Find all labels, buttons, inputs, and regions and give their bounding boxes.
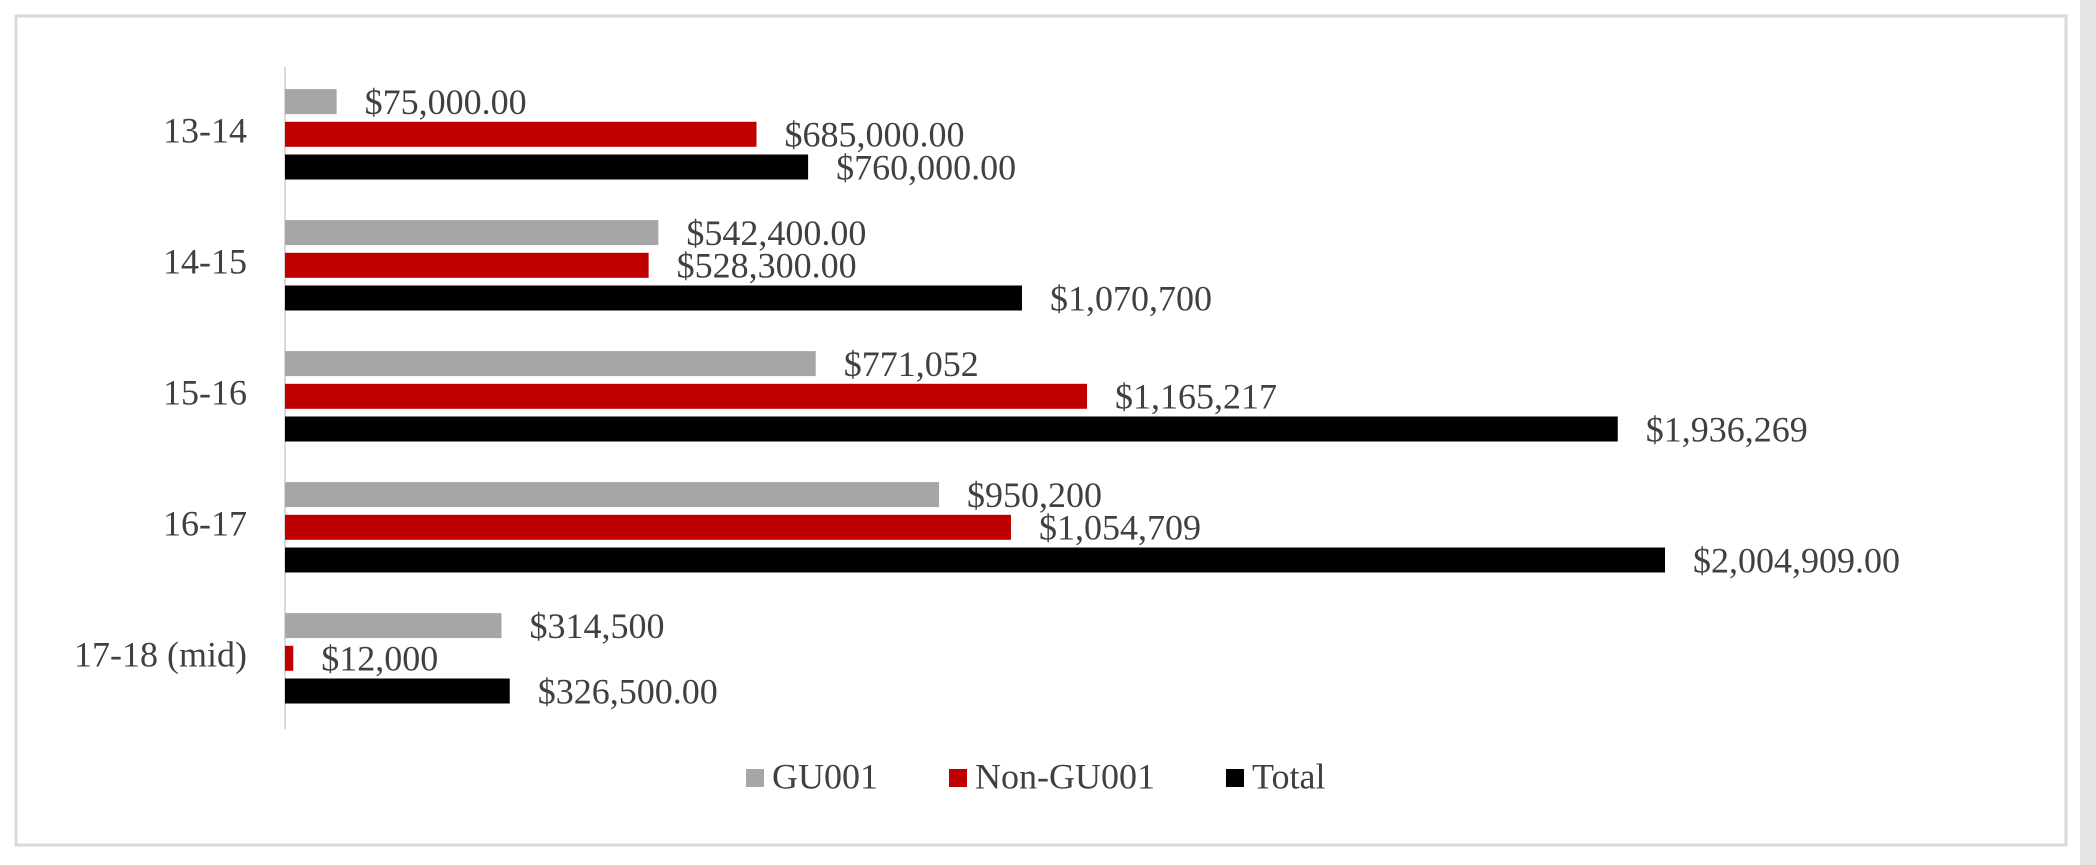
data-label: $314,500 <box>529 606 664 646</box>
y-tick-label: 16-17 <box>163 504 247 544</box>
data-label: $1,054,709 <box>1039 508 1201 548</box>
legend-label: GU001 <box>772 756 878 796</box>
data-label: $528,300.00 <box>677 246 857 286</box>
data-label: $2,004,909.00 <box>1693 540 1900 580</box>
y-tick-label: 14-15 <box>163 242 247 282</box>
bar <box>285 89 337 115</box>
data-label: $950,200 <box>967 475 1102 515</box>
legend-label: Total <box>1252 756 1325 796</box>
legend-swatch <box>746 769 764 787</box>
bar <box>285 514 1011 540</box>
bar <box>285 613 502 639</box>
legend-label: Non-GU001 <box>975 756 1155 796</box>
y-tick-label: 15-16 <box>163 373 247 413</box>
bar <box>285 383 1088 409</box>
data-label: $542,400.00 <box>686 213 866 253</box>
data-label: $1,165,217 <box>1115 377 1277 417</box>
bar <box>285 547 1665 573</box>
bar <box>285 154 809 180</box>
bar <box>285 416 1618 442</box>
data-label: $1,070,700 <box>1050 278 1212 318</box>
y-tick-label: 17-18 (mid) <box>74 635 247 675</box>
data-label: $75,000.00 <box>365 82 527 122</box>
scrollbar <box>2080 0 2096 865</box>
data-label: $1,936,269 <box>1646 409 1808 449</box>
bar <box>285 220 659 246</box>
data-label: $12,000 <box>321 639 438 679</box>
data-label: $771,052 <box>844 344 979 384</box>
bar <box>285 645 294 671</box>
legend-swatch <box>1226 769 1244 787</box>
data-label: $685,000.00 <box>784 115 964 155</box>
legend-swatch <box>949 769 967 787</box>
bar <box>285 121 757 147</box>
bar <box>285 285 1022 311</box>
y-tick-label: 13-14 <box>163 111 247 151</box>
bar <box>285 252 649 278</box>
bar <box>285 351 816 377</box>
bar <box>285 678 510 704</box>
data-label: $760,000.00 <box>836 147 1016 187</box>
bar <box>285 482 940 508</box>
data-label: $326,500.00 <box>538 671 718 711</box>
